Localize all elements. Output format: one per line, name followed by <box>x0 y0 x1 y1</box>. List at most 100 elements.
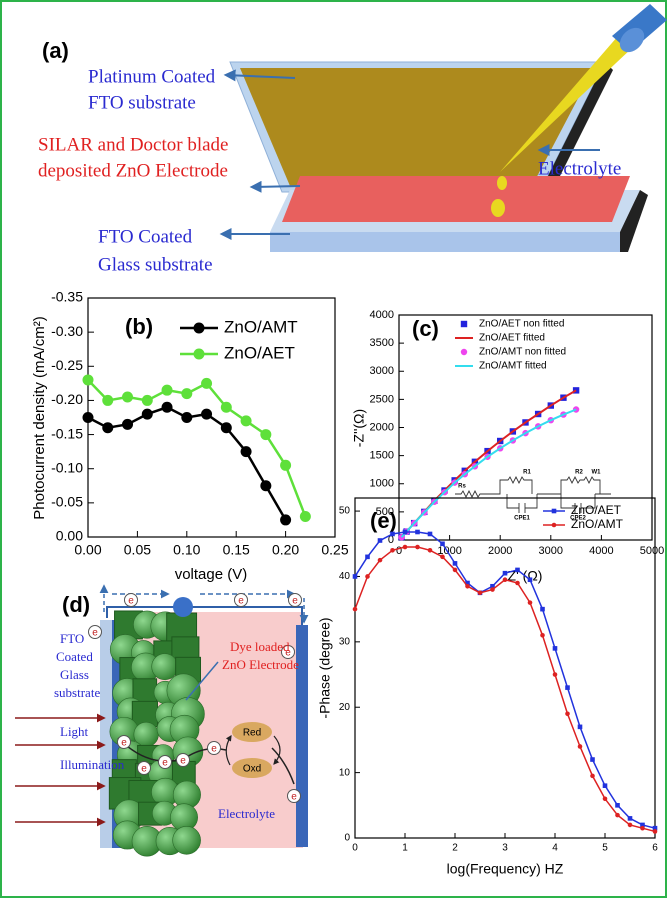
inset-label: R2 <box>575 470 583 476</box>
electron-label: e <box>211 744 217 755</box>
arrow <box>252 186 300 187</box>
marker <box>653 829 658 834</box>
marker <box>628 823 633 828</box>
zno-sphere <box>152 654 178 680</box>
marker <box>403 545 408 550</box>
marker <box>528 600 533 605</box>
marker <box>528 577 533 582</box>
marker <box>640 826 645 831</box>
marker <box>428 548 433 553</box>
label: deposited ZnO Electrode <box>38 160 228 181</box>
marker <box>390 532 395 537</box>
electron-label: e <box>121 738 127 749</box>
zno-sphere <box>173 826 201 854</box>
label: FTO Coated <box>98 226 193 247</box>
x-tick-label: 3000 <box>539 545 563 557</box>
marker <box>478 591 483 596</box>
legend-label: ZnO/AMT non fitted <box>479 347 566 358</box>
y-tick-label: 4000 <box>370 309 394 321</box>
x-tick-label: 6 <box>652 843 658 854</box>
marker <box>553 672 558 677</box>
label: ZnO Electrode <box>222 657 299 672</box>
marker <box>181 412 192 423</box>
marker <box>503 571 508 576</box>
label: Electrolyte <box>538 158 621 179</box>
marker <box>565 685 570 690</box>
y-tick-label: 0 <box>344 833 350 844</box>
marker <box>403 530 408 535</box>
legend-marker <box>194 323 205 334</box>
marker <box>540 633 545 638</box>
marker <box>628 816 633 821</box>
legend-label: ZnO/AMT <box>571 517 624 531</box>
marker <box>490 587 495 592</box>
panel-label: (c) <box>412 316 439 341</box>
marker <box>578 725 583 730</box>
marker <box>365 555 370 560</box>
inset-label: W1 <box>592 470 602 476</box>
marker <box>122 392 133 403</box>
marker <box>603 796 608 801</box>
label: Light <box>60 724 89 739</box>
y-axis-label: -Z''(Ω) <box>351 409 367 447</box>
electron-label: e <box>238 596 244 607</box>
marker <box>181 388 192 399</box>
marker <box>201 409 212 420</box>
marker <box>353 574 358 579</box>
y-tick-label: 3000 <box>370 365 394 377</box>
x-tick-label: 4 <box>552 843 558 854</box>
label: Dye loaded <box>230 639 290 654</box>
x-tick-label: 2000 <box>488 545 512 557</box>
marker <box>515 568 520 573</box>
y-tick-label: 50 <box>339 506 351 517</box>
y-tick-label: 30 <box>339 636 351 647</box>
marker <box>83 374 94 385</box>
label: Oxd <box>243 764 261 775</box>
electron-label: e <box>180 756 186 767</box>
marker <box>142 395 153 406</box>
marker <box>440 541 445 546</box>
x-axis-label: voltage (V) <box>175 566 248 583</box>
marker <box>378 538 383 543</box>
marker <box>221 402 232 413</box>
marker <box>590 757 595 762</box>
marker <box>260 429 271 440</box>
legend-label: ZnO/AMT fitted <box>479 361 547 372</box>
marker <box>415 530 420 535</box>
zno-layer <box>282 176 630 222</box>
marker <box>565 711 570 716</box>
marker <box>378 558 383 563</box>
x-tick-label: 0 <box>352 843 358 854</box>
label: Platinum Coated <box>88 66 216 87</box>
y-tick-label: -0.30 <box>51 323 83 339</box>
y-axis-label: -Phase (degree) <box>317 617 333 718</box>
marker <box>83 412 94 423</box>
label: Glass <box>60 667 89 682</box>
inset-label: R1 <box>523 470 531 476</box>
zno-cube <box>133 679 157 703</box>
y-tick-label: 2000 <box>370 421 394 433</box>
label: SILAR and Doctor blade <box>38 134 228 155</box>
legend-label: ZnO/AET <box>571 503 622 517</box>
marker <box>162 385 173 396</box>
load <box>173 597 193 617</box>
legend-marker <box>461 349 467 355</box>
electron-label: e <box>141 764 147 775</box>
panel-label: (e) <box>370 508 397 533</box>
x-tick-label: 0.15 <box>223 542 250 558</box>
marker <box>365 574 370 579</box>
marker <box>280 514 291 525</box>
marker <box>453 561 458 566</box>
y-tick-label: 2500 <box>370 393 394 405</box>
y-tick-label: -0.15 <box>51 425 83 441</box>
marker <box>615 813 620 818</box>
y-tick-label: 20 <box>339 702 351 713</box>
label: Illumination <box>60 757 125 772</box>
label: FTO <box>60 631 84 646</box>
y-tick-label: -0.10 <box>51 459 83 475</box>
x-tick-label: 0.00 <box>74 542 101 558</box>
panel-label: (a) <box>42 38 69 63</box>
inset-label: Rs <box>458 484 466 490</box>
marker <box>280 460 291 471</box>
panel-label: (d) <box>62 592 90 617</box>
